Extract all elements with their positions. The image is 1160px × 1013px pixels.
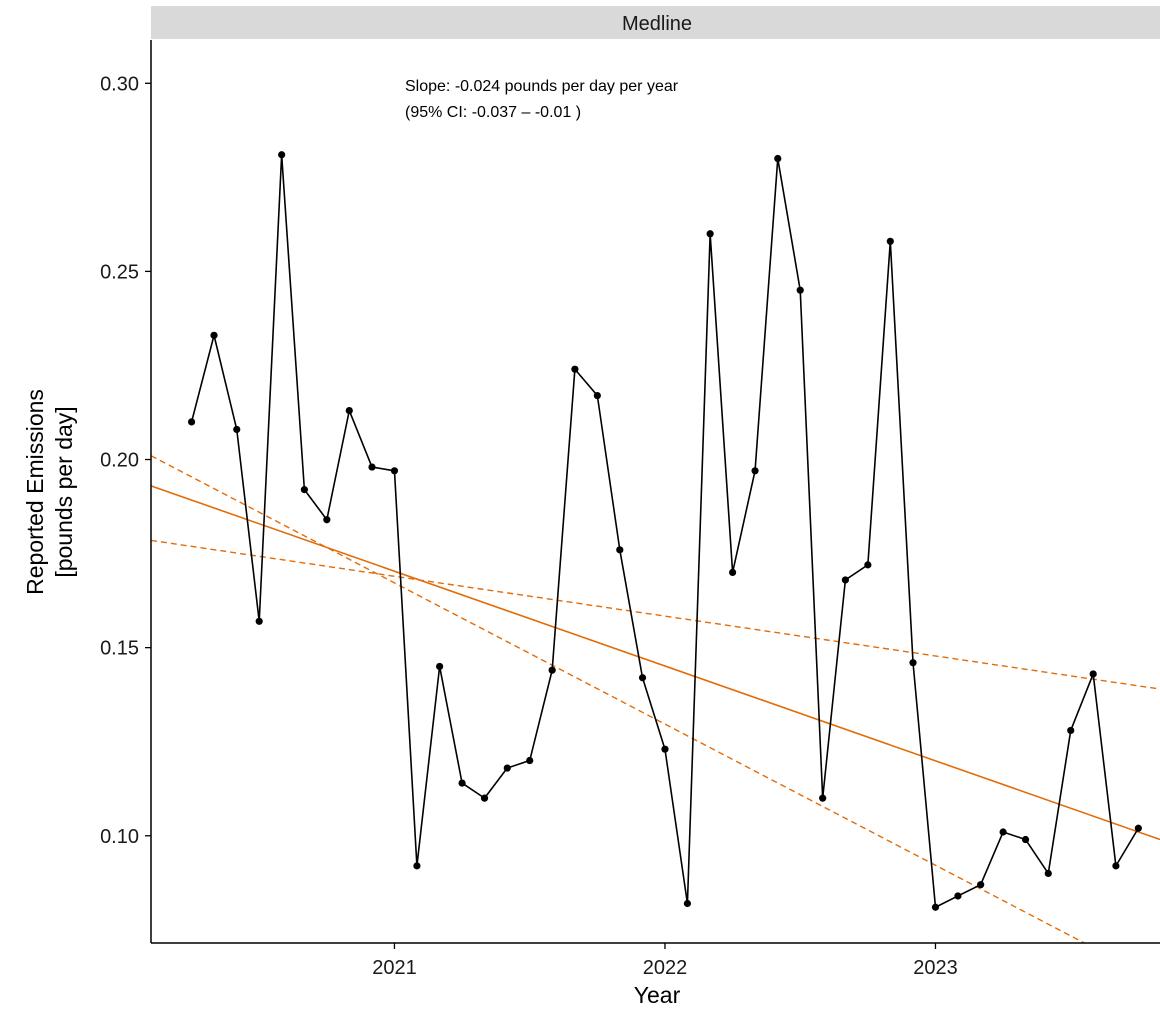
facet-label: Medline [622,13,692,35]
data-point-0 [187,418,196,426]
data-point-25 [751,467,759,475]
ci-bound-line-1 [151,539,1160,690]
data-point-37 [1021,835,1030,844]
data-point-8 [368,463,376,471]
trend-layer [151,455,1160,943]
series-layer [187,151,1142,911]
annotation-ci: (95% CI: -0.037 – -0.01 ) [405,104,581,121]
y-ticks-layer: 0.10 0.15 0.20 0.25 0.30 [100,73,151,848]
y-axis-title-line1: Reported Emissions [22,389,48,595]
data-point-35 [977,881,985,889]
data-point-34 [954,892,962,900]
data-point-15 [526,756,534,765]
emissions-line [190,153,1140,909]
data-point-21 [661,745,669,753]
y-tick-label-1: 0.15 [100,638,139,660]
x-tick-label-1: 2022 [643,957,688,979]
data-point-13 [480,794,489,802]
data-point-1 [210,331,218,339]
data-point-39 [1067,726,1075,735]
annotation-slope: Slope: -0.024 pounds per day per year [405,78,679,95]
data-point-29 [841,576,849,584]
data-point-3 [255,617,263,625]
x-tick-label-2: 2023 [913,957,958,979]
data-point-38 [1044,869,1052,877]
data-point-2 [233,425,241,434]
data-point-11 [436,662,444,671]
data-point-31 [886,237,894,245]
data-point-16 [548,666,556,674]
data-point-20 [638,674,647,682]
data-point-6 [323,516,331,524]
data-point-19 [616,546,624,554]
data-point-5 [300,486,308,494]
data-point-23 [706,230,714,238]
data-point-17 [571,365,579,373]
data-point-7 [345,407,353,415]
trend-line [151,485,1160,841]
data-point-14 [503,764,511,772]
y-tick-label-0: 0.10 [100,826,139,848]
data-point-28 [819,794,827,802]
y-tick-label-2: 0.20 [100,450,139,472]
y-tick-label-3: 0.25 [100,261,139,283]
data-point-4 [278,151,286,159]
x-ticks-layer: 2021 2022 2023 [372,943,958,979]
data-point-9 [390,467,399,475]
data-point-33 [931,903,940,911]
data-point-32 [909,659,917,667]
y-tick-label-4: 0.30 [100,73,139,95]
x-tick-label-0: 2021 [372,957,417,979]
data-point-24 [728,568,737,576]
facet-strip [151,6,1160,39]
data-point-36 [999,828,1007,836]
data-point-40 [1089,670,1097,678]
data-point-42 [1134,824,1142,832]
data-point-27 [796,286,804,294]
data-point-41 [1112,862,1120,870]
x-axis-title: Year [634,982,681,1008]
data-point-10 [413,862,421,870]
data-point-26 [774,154,782,163]
data-point-22 [683,899,692,908]
data-point-18 [593,391,601,400]
data-point-30 [864,561,872,569]
data-point-12 [458,779,466,787]
y-axis-title-line2: [pounds per day] [51,406,77,577]
